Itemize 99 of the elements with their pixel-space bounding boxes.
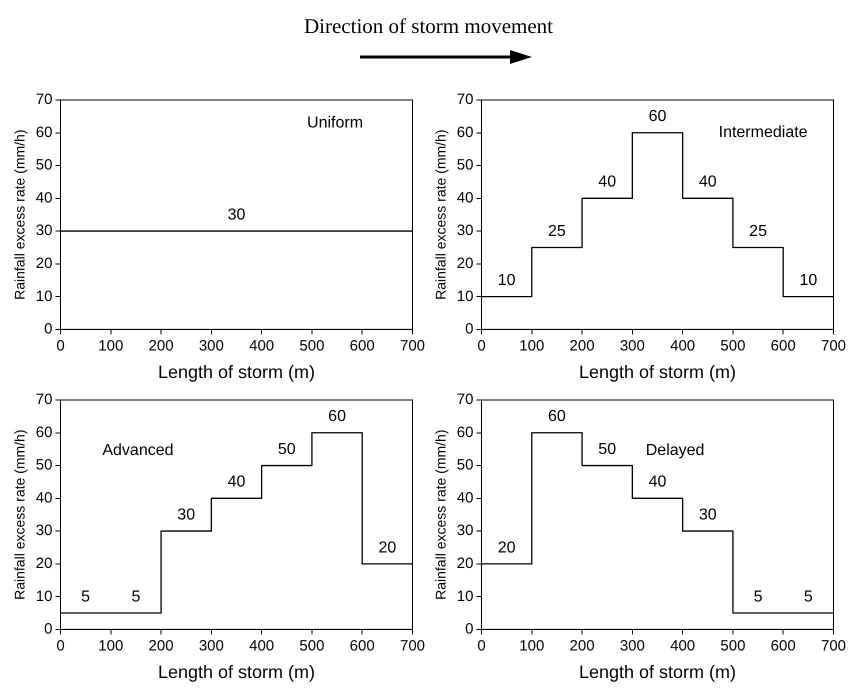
y-tick-label: 40 xyxy=(36,189,52,206)
x-axis-title: Length of storm (m) xyxy=(158,362,316,382)
y-tick-label: 10 xyxy=(36,288,52,305)
data-label: 5 xyxy=(131,588,140,606)
y-tick-label: 30 xyxy=(456,522,474,540)
y-axis-title: Rainfall excess rate (mm/h) xyxy=(432,130,448,300)
y-tick-label: 50 xyxy=(36,156,52,174)
x-tick-label: 300 xyxy=(620,638,645,655)
y-tick-label: 0 xyxy=(465,320,474,338)
y-tick-label: 0 xyxy=(44,320,52,338)
y-axis-title: Rainfall excess rate (mm/h) xyxy=(11,130,28,300)
x-tick-label: 300 xyxy=(620,338,645,355)
y-tick-label: 10 xyxy=(36,588,52,605)
x-tick-label: 0 xyxy=(56,638,65,655)
y-tick-label: 60 xyxy=(36,424,52,441)
y-tick-label: 10 xyxy=(456,288,474,305)
data-label: 40 xyxy=(648,474,666,491)
data-label: 60 xyxy=(548,408,566,426)
x-tick-label: 600 xyxy=(350,638,375,655)
x-tick-label: 300 xyxy=(198,338,224,355)
data-label: 20 xyxy=(498,539,516,556)
x-tick-label: 600 xyxy=(770,638,796,655)
annotation: Delayed xyxy=(646,442,704,460)
data-label: 10 xyxy=(799,272,818,290)
x-tick-label: 600 xyxy=(350,338,375,355)
y-tick-label: 40 xyxy=(36,489,52,506)
y-tick-label: 10 xyxy=(456,588,474,605)
y-tick-label: 70 xyxy=(36,91,52,108)
y-axis-title: Rainfall excess rate (mm/h) xyxy=(432,430,448,600)
x-tick-label: 400 xyxy=(249,338,274,355)
annotation: Uniform xyxy=(307,114,364,132)
data-label: 5 xyxy=(754,588,763,606)
y-tick-label: 20 xyxy=(36,555,52,572)
y-tick-label: 70 xyxy=(456,91,474,108)
data-label: 30 xyxy=(228,206,246,224)
data-label: 25 xyxy=(749,222,768,240)
y-tick-label: 50 xyxy=(456,156,474,174)
x-axis-title: Length of storm (m) xyxy=(578,662,736,682)
data-label: 25 xyxy=(548,222,566,240)
y-tick-label: 30 xyxy=(456,222,474,240)
x-tick-label: 200 xyxy=(570,638,595,655)
y-tick-label: 0 xyxy=(44,620,52,638)
y-tick-label: 50 xyxy=(456,456,474,474)
data-label: 50 xyxy=(278,440,296,458)
data-label: 20 xyxy=(378,539,396,556)
x-tick-label: 700 xyxy=(400,638,425,655)
y-tick-label: 70 xyxy=(36,391,52,408)
x-tick-label: 500 xyxy=(720,638,746,655)
y-tick-label: 60 xyxy=(36,124,52,141)
x-tick-label: 300 xyxy=(198,638,224,655)
data-label: 40 xyxy=(698,174,717,191)
x-axis-title: Length of storm (m) xyxy=(578,362,736,382)
y-tick-label: 20 xyxy=(456,555,474,572)
x-tick-label: 400 xyxy=(670,338,696,355)
data-label: 60 xyxy=(648,108,666,126)
x-tick-label: 700 xyxy=(400,338,425,355)
y-axis-title: Rainfall excess rate (mm/h) xyxy=(11,430,28,600)
x-axis-title: Length of storm (m) xyxy=(158,662,316,682)
y-tick-label: 70 xyxy=(456,391,474,408)
x-tick-label: 700 xyxy=(820,638,846,655)
data-label: 50 xyxy=(598,440,616,458)
x-tick-label: 0 xyxy=(477,338,486,355)
y-tick-label: 40 xyxy=(456,189,474,206)
x-tick-label: 100 xyxy=(519,638,544,655)
chart-title: Direction of storm movement xyxy=(302,13,554,39)
annotation: Advanced xyxy=(102,442,174,460)
x-tick-label: 200 xyxy=(148,338,174,355)
x-tick-label: 400 xyxy=(249,638,274,655)
x-tick-label: 200 xyxy=(570,338,595,355)
x-tick-label: 600 xyxy=(770,338,796,355)
y-tick-label: 40 xyxy=(456,489,474,506)
y-tick-label: 0 xyxy=(465,620,474,638)
data-label: 5 xyxy=(804,588,813,606)
y-tick-label: 60 xyxy=(456,124,474,141)
data-label: 10 xyxy=(498,272,516,290)
x-tick-label: 0 xyxy=(56,338,65,355)
y-tick-label: 30 xyxy=(36,222,52,240)
y-tick-label: 60 xyxy=(456,424,474,441)
y-tick-label: 50 xyxy=(36,456,52,474)
data-label: 40 xyxy=(228,474,246,491)
x-tick-label: 700 xyxy=(820,338,846,355)
x-tick-label: 100 xyxy=(98,338,124,355)
data-label: 40 xyxy=(598,174,616,191)
y-tick-label: 20 xyxy=(456,255,474,272)
data-label: 5 xyxy=(81,588,90,606)
data-label: 60 xyxy=(328,408,346,426)
y-tick-label: 20 xyxy=(36,255,52,272)
x-tick-label: 100 xyxy=(98,638,124,655)
x-tick-label: 500 xyxy=(299,638,324,655)
x-tick-label: 400 xyxy=(670,638,696,655)
x-tick-label: 100 xyxy=(519,338,544,355)
x-tick-label: 500 xyxy=(299,338,324,355)
y-tick-label: 30 xyxy=(36,522,52,540)
x-tick-label: 0 xyxy=(477,638,486,655)
annotation: Intermediate xyxy=(718,124,808,141)
data-label: 30 xyxy=(177,506,196,524)
x-tick-label: 500 xyxy=(720,338,746,355)
x-tick-label: 200 xyxy=(148,638,174,655)
data-label: 30 xyxy=(698,506,717,524)
